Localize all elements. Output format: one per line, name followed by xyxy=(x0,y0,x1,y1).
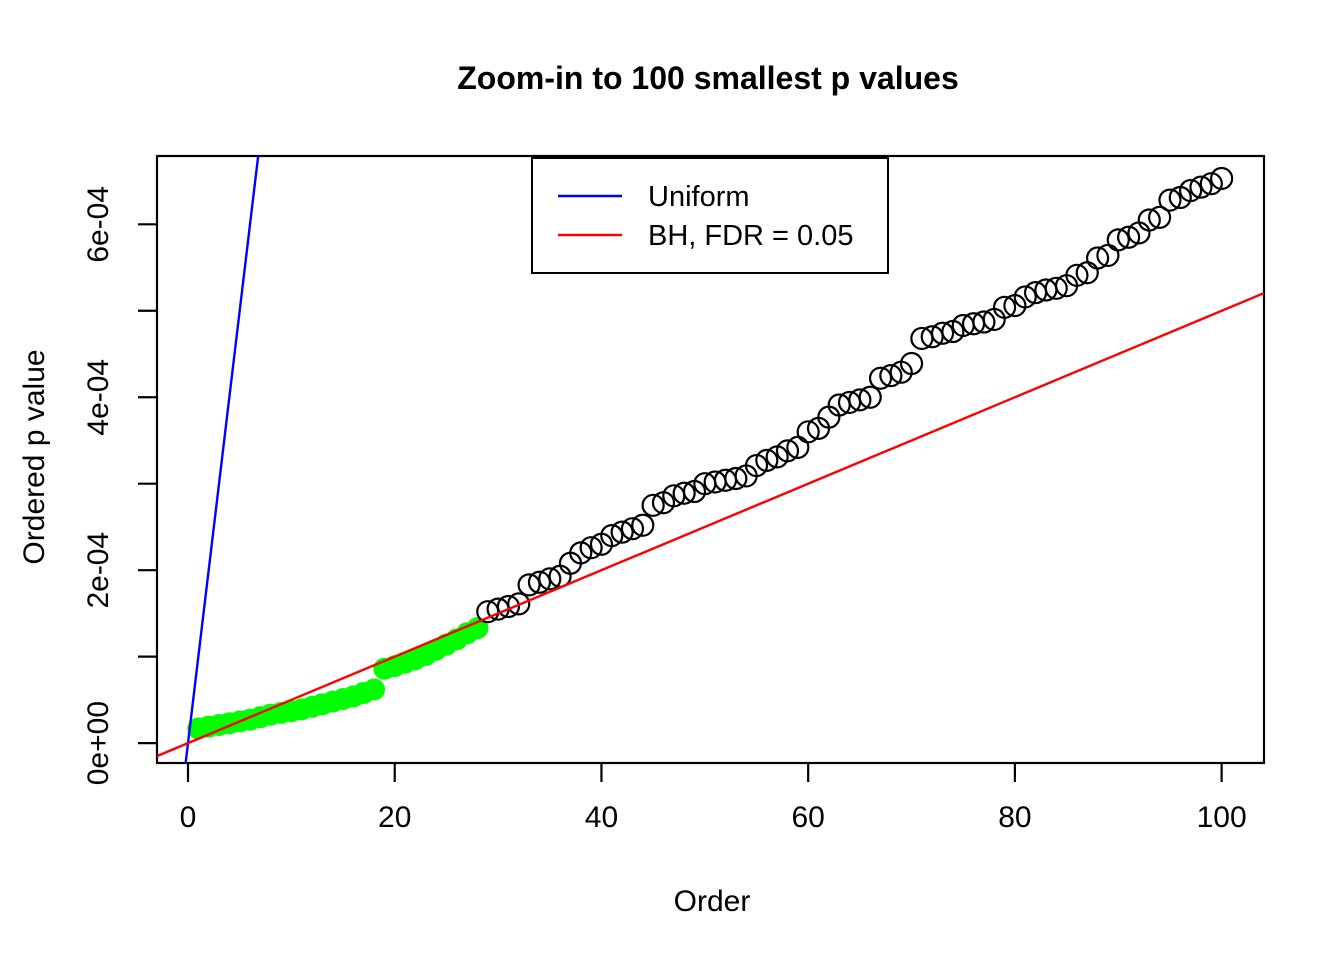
uniform-line xyxy=(184,156,260,763)
data-point-open xyxy=(1199,172,1223,196)
data-point-open xyxy=(507,592,531,616)
data-point-open xyxy=(1116,225,1141,249)
legend-entry-label: BH, FDR = 0.05 xyxy=(648,220,854,252)
x-tick-label: 100 xyxy=(1197,801,1247,834)
x-tick-label: 20 xyxy=(378,801,411,834)
data-point-open xyxy=(930,321,955,345)
data-point-open xyxy=(579,536,603,560)
legend-entry-label: Uniform xyxy=(648,181,750,213)
x-tick-label: 80 xyxy=(998,801,1031,834)
y-tick-label: 0e+00 xyxy=(82,701,115,785)
data-point-open xyxy=(1189,175,1213,199)
y-axis-label: Ordered p value xyxy=(18,349,51,564)
y-tick-label: 2e-04 xyxy=(82,532,115,609)
data-point-open xyxy=(858,385,882,409)
data-point-open xyxy=(868,366,893,390)
data-point-open xyxy=(1210,166,1234,191)
data-point-open xyxy=(610,520,634,544)
data-point-open xyxy=(672,481,696,505)
data-point-open xyxy=(972,310,996,334)
x-axis-label: Order xyxy=(674,885,751,918)
x-tick-label: 60 xyxy=(791,801,824,834)
data-point-open xyxy=(641,493,665,517)
data-point-open xyxy=(879,364,903,388)
data-point-significant xyxy=(363,678,386,701)
data-point-open xyxy=(527,570,552,594)
data-point-open xyxy=(755,448,779,472)
data-point-open xyxy=(724,466,748,491)
y-tick-label: 4e-04 xyxy=(82,359,115,436)
data-point-significant xyxy=(466,617,489,640)
data-point-open xyxy=(899,351,924,376)
data-point-open xyxy=(1065,263,1089,287)
data-point-open xyxy=(1013,285,1037,309)
data-point-open xyxy=(1179,178,1203,203)
data-point-open xyxy=(1137,208,1161,232)
x-tick-label: 0 xyxy=(180,801,197,834)
data-point-open xyxy=(538,567,562,591)
data-point-open xyxy=(848,388,872,412)
bh-fdr-line xyxy=(157,291,1264,758)
chart-title: Zoom-in to 100 smallest p values xyxy=(457,60,958,96)
data-point-open xyxy=(1085,246,1110,270)
y-tick-label: 6e-04 xyxy=(82,186,115,263)
data-point-open xyxy=(620,517,645,541)
data-point-open xyxy=(517,573,541,597)
legend-box xyxy=(531,157,889,274)
data-point-open xyxy=(1158,188,1182,212)
plot-border xyxy=(155,154,1266,765)
data-point-open xyxy=(569,541,593,565)
data-point-open xyxy=(775,439,800,463)
data-point-open xyxy=(796,420,820,444)
data-point-open xyxy=(1044,276,1068,300)
data-point-open xyxy=(496,594,521,619)
data-point-open xyxy=(631,513,655,537)
data-point-open xyxy=(744,453,769,478)
data-point-open xyxy=(992,295,1017,319)
x-tick-label: 40 xyxy=(585,801,618,834)
chart-root: 0 20 40 60 80 100 0e+00 2e-04 4e-04 6e-04 Uniform B… xyxy=(82,154,1266,834)
data-point-open xyxy=(1106,228,1130,252)
data-point-open xyxy=(600,523,624,548)
data-point-open xyxy=(1148,205,1172,229)
